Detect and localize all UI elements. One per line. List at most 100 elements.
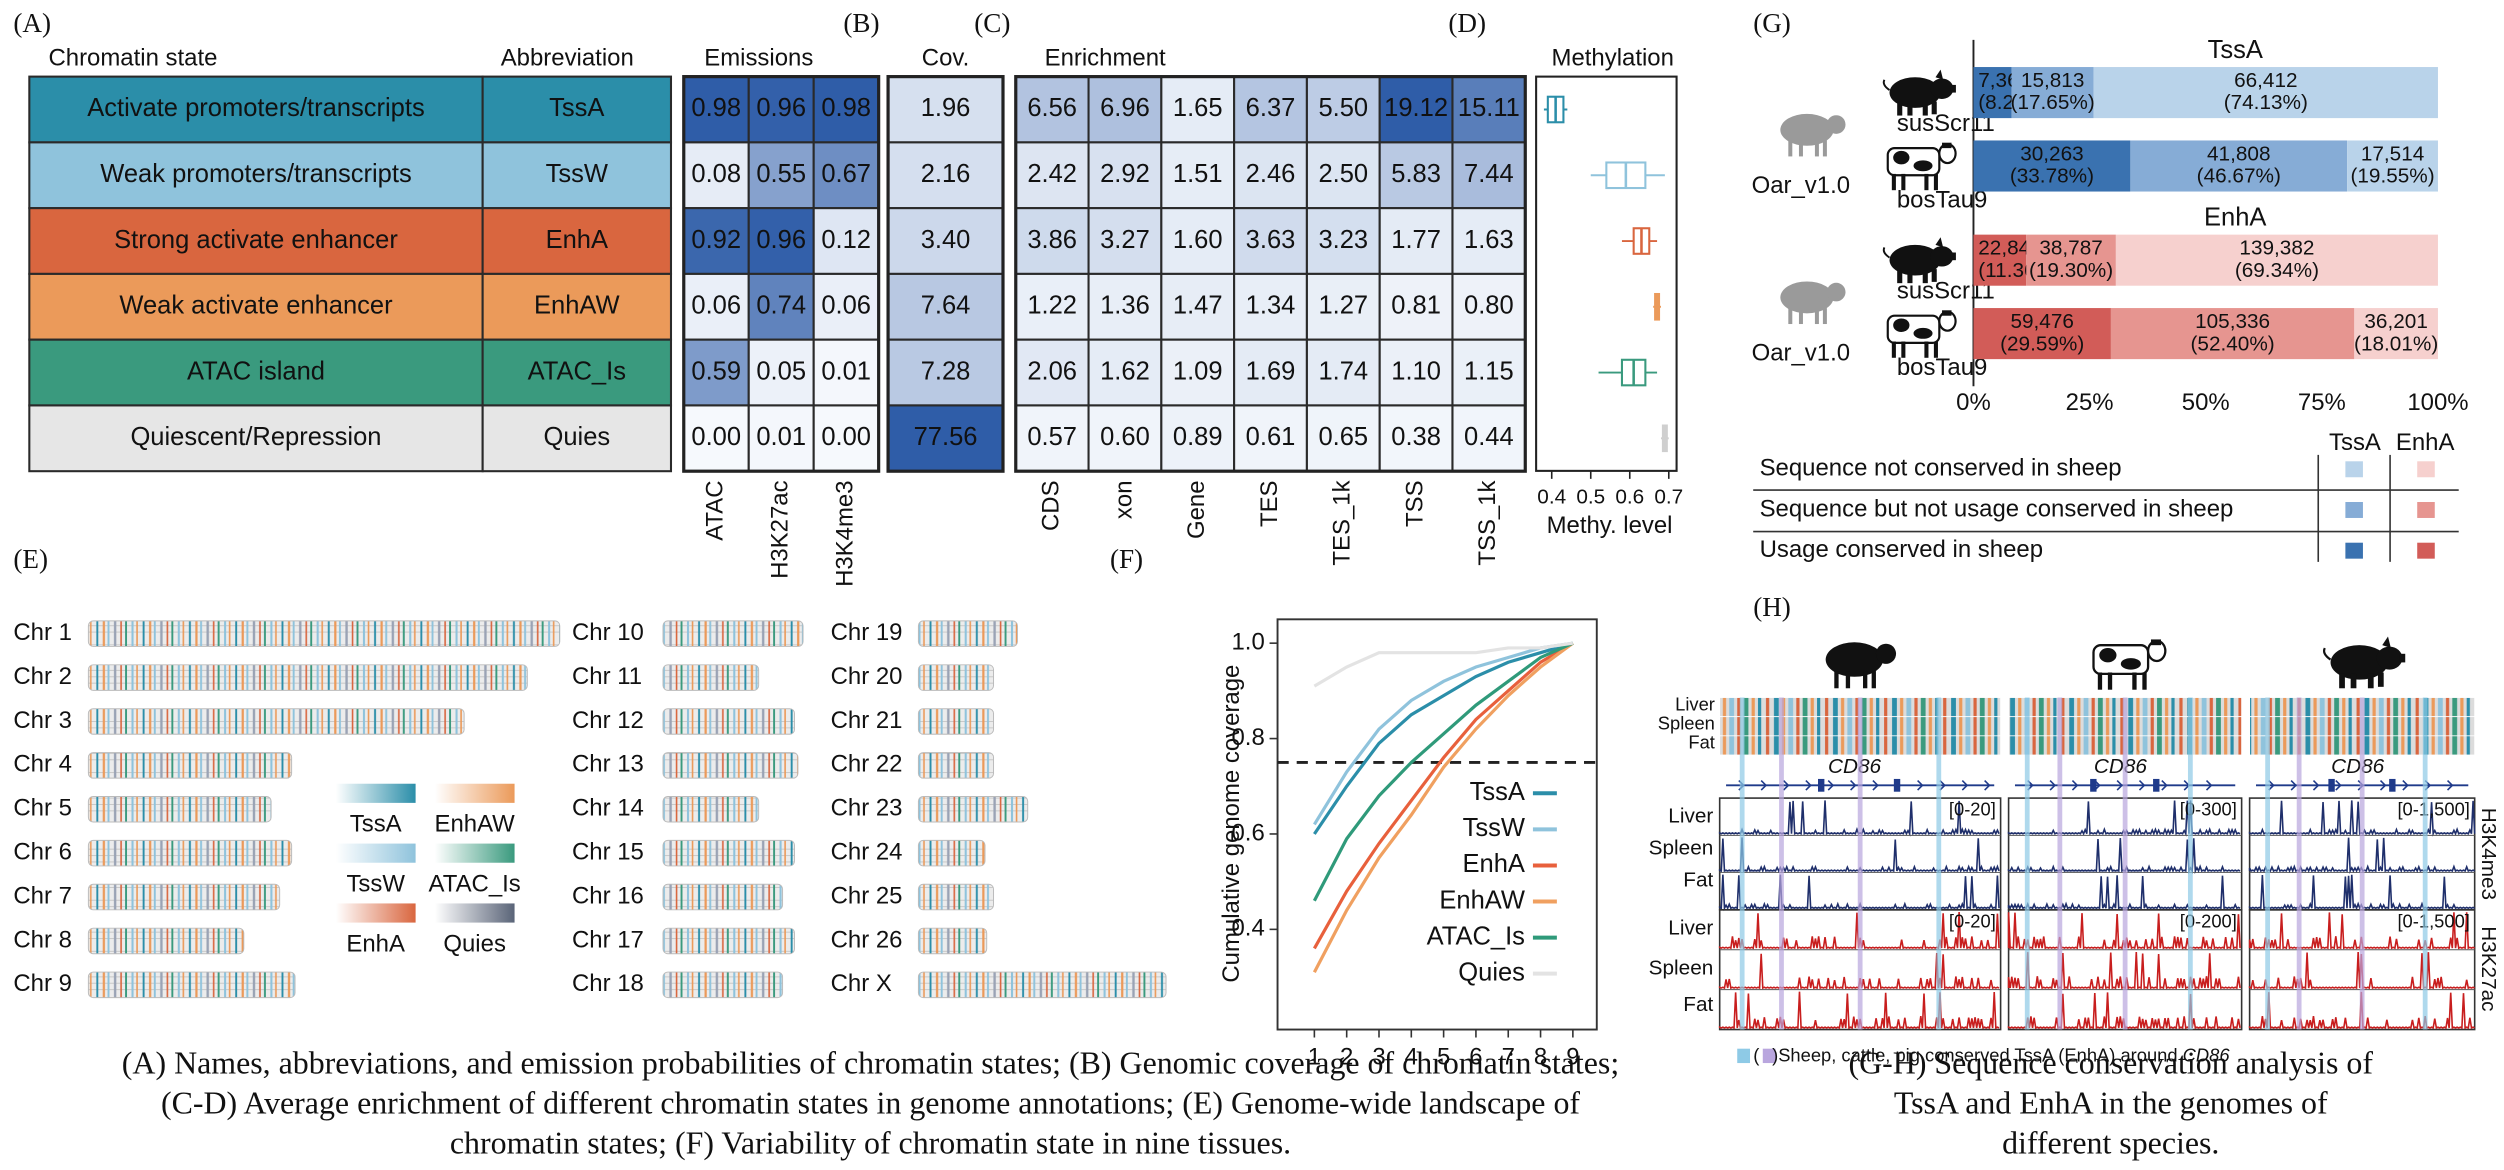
- chromosome: [917, 927, 988, 955]
- cell-value: 1.47: [1173, 292, 1223, 320]
- gene-arrow: [2205, 779, 2213, 791]
- chromosome-label: Chr 20: [831, 663, 903, 690]
- heat-cell: [1233, 338, 1308, 407]
- heat-cell: [747, 404, 815, 473]
- cell-value: 2.46: [1246, 160, 1296, 188]
- cell-value: 2.50: [1318, 160, 1368, 188]
- bar-segment: [2011, 67, 2094, 119]
- legend-label: EnhAW: [1439, 886, 1525, 914]
- panel-label: (H): [1753, 592, 1791, 622]
- cell-value: 1.27: [1318, 292, 1368, 320]
- cell-value: 6.56: [1027, 94, 1077, 122]
- heat-cell: [887, 338, 1005, 407]
- x-tick-label: 0%: [1956, 389, 1991, 416]
- cow-icon: [2092, 638, 2167, 691]
- count-label: 105,336: [2195, 310, 2270, 333]
- gene-arrow: [2290, 779, 2298, 791]
- cell-value: 0.12: [821, 226, 871, 254]
- bar-segment: [2130, 140, 2348, 192]
- species-label: bosTau9: [1897, 186, 1988, 213]
- cell-value: 0.01: [756, 423, 806, 451]
- chromosome: [917, 664, 995, 691]
- cell-value: 1.65: [1173, 94, 1223, 122]
- x-tick-label: 2: [1340, 1044, 1353, 1071]
- tissue-label: Spleen: [1649, 956, 1714, 979]
- sheep-icon: [1780, 113, 1846, 157]
- mark-label: H3K4me3: [2477, 808, 2500, 900]
- plot-frame: [1535, 75, 1678, 472]
- count-label: 36,201: [2364, 310, 2427, 333]
- state-name: Weak promoters/transcripts: [100, 160, 411, 188]
- cell-value: 0.08: [691, 160, 741, 188]
- cell-value: 0.06: [821, 292, 871, 320]
- chromosome-label: Chr 10: [572, 619, 644, 646]
- chromosome-label: Chr 11: [572, 663, 642, 690]
- chromosome: [662, 796, 760, 823]
- gene-arrow: [1984, 779, 1991, 791]
- state-cell: [28, 75, 484, 144]
- bar-segment: [2115, 234, 2438, 286]
- heat-cell: [1233, 404, 1308, 473]
- tissue-label: Liver: [1668, 805, 1713, 828]
- cell-value: 0.98: [691, 94, 741, 122]
- legend-swatch: [335, 903, 416, 923]
- panel-label: (D): [1448, 8, 1486, 38]
- heat-cell: [1451, 207, 1527, 275]
- pig-icon: [1882, 68, 1957, 117]
- abbr-cell: [481, 338, 673, 407]
- tissue-label: Spleen: [1649, 837, 1714, 860]
- cell-value: 0.38: [1391, 423, 1441, 451]
- series-line: [1313, 641, 1574, 835]
- exon: [2389, 778, 2396, 792]
- heat-cell: [1378, 207, 1454, 275]
- cell-value: 15.11: [1458, 94, 1520, 122]
- block-title: Methylation: [1552, 44, 1674, 71]
- cell-value: 0.57: [1027, 423, 1077, 451]
- cell-value: 19.12: [1384, 94, 1448, 122]
- chromosome-label: Chr 2: [13, 663, 72, 690]
- bar-segment: [1973, 308, 2111, 360]
- chromosome: [662, 839, 795, 867]
- legend-swatch: [2417, 501, 2435, 518]
- caption: TssA and EnhA in the genomes of: [1894, 1085, 2328, 1120]
- cell-value: 0.00: [691, 423, 741, 451]
- chromosome-label: Chr X: [831, 970, 892, 997]
- series-line: [1312, 641, 1574, 950]
- value-label: (19.30%): [2029, 259, 2113, 282]
- value-label: (52.40%): [2191, 332, 2275, 355]
- legend-header: EnhA: [2396, 429, 2455, 456]
- panel-title: TssA: [2208, 36, 2263, 64]
- legend-swatch: [434, 783, 515, 803]
- chromosome: [662, 620, 804, 647]
- chromosome-label: Chr 7: [13, 882, 72, 909]
- abbr-cell: [481, 207, 673, 275]
- chromosome-label: Chr 19: [831, 619, 903, 646]
- heat-cell: [1233, 272, 1308, 341]
- heat-cell: [1305, 141, 1381, 210]
- heat-cell: [1451, 141, 1527, 210]
- chromosome: [662, 752, 799, 779]
- series-line: [1312, 641, 1574, 902]
- cell-value: 2.06: [1027, 357, 1077, 385]
- legend-text: CD86: [2183, 1045, 2231, 1066]
- legend-label: EnhA: [1463, 850, 1525, 878]
- cow-icon: [1886, 309, 1957, 359]
- gene-label: CD86: [2331, 755, 2385, 778]
- exon: [2153, 778, 2160, 792]
- chromosome-label: Chr 21: [831, 707, 903, 734]
- cell-value: 6.37: [1246, 94, 1296, 122]
- reference-label: Oar_v1.0: [1752, 172, 1850, 199]
- chromosome-label: Chr 14: [572, 795, 644, 822]
- legend-label: Quies: [1458, 958, 1525, 986]
- legend-label: EnhA: [346, 930, 405, 957]
- cell-value: 0.65: [1318, 423, 1368, 451]
- heat-cell: [1160, 141, 1236, 210]
- x-tick-label: 75%: [2298, 389, 2346, 416]
- legend-swatch: [2417, 542, 2435, 559]
- column-header: Abbreviation: [501, 44, 634, 71]
- gene-arrow: [2268, 779, 2275, 791]
- column-label: CDS: [1037, 480, 1064, 531]
- heat-cell: [747, 272, 815, 341]
- x-tick-label: 100%: [2407, 389, 2468, 416]
- cell-value: 2.16: [921, 160, 971, 188]
